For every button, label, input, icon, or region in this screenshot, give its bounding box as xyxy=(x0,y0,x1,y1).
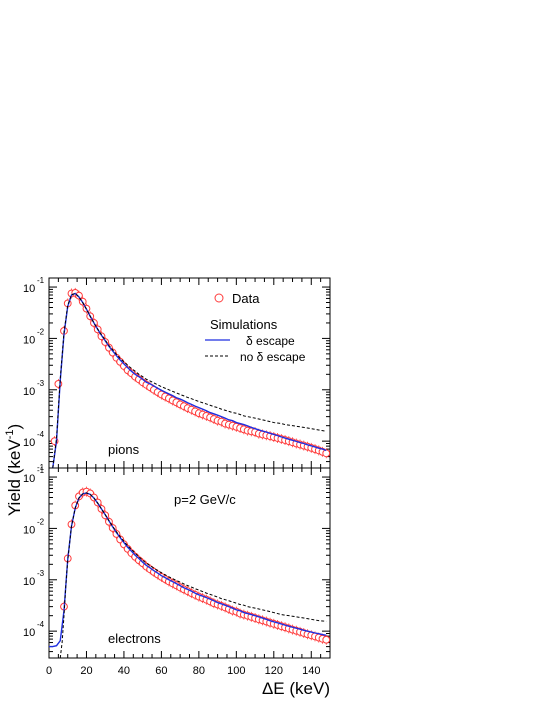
pions-label: pions xyxy=(108,442,140,457)
y-tick-label-exp: -4 xyxy=(37,430,45,439)
legend-no-delta-escape-label: no δ escape xyxy=(240,350,306,364)
pions-data-point xyxy=(322,449,330,458)
legend-data-marker xyxy=(214,293,224,303)
y-tick-label-base: 10 xyxy=(23,437,35,449)
y-axis-title-base: Yield (keV xyxy=(5,439,24,517)
y-tick-label-exp: -2 xyxy=(37,517,45,526)
y-tick-label-exp: -1 xyxy=(37,463,45,472)
pions-data-point xyxy=(75,291,83,300)
y-tick-label-exp: -2 xyxy=(37,327,45,336)
x-axis-title: ΔE (keV) xyxy=(262,679,330,698)
y-tick-label-exp: -1 xyxy=(37,466,45,475)
y-tick-label-base: 10 xyxy=(23,334,35,346)
pions-series-group xyxy=(50,287,330,468)
y-tick-label-exp: -3 xyxy=(37,569,45,578)
legend-data-label: Data xyxy=(232,291,260,306)
y-tick-label-base: 10 xyxy=(23,524,35,536)
x-tick-label: 40 xyxy=(118,665,130,677)
legend-delta-escape-label: δ escape xyxy=(246,334,295,348)
series-layer xyxy=(49,287,330,658)
y-tick-label-exp: -3 xyxy=(37,379,45,388)
y-tick-label-exp: -1 xyxy=(37,276,45,285)
x-tick-label: 20 xyxy=(80,665,92,677)
x-tick-label: 60 xyxy=(155,665,167,677)
legend-sim-heading: Simulations xyxy=(210,317,278,332)
electrons-data-point xyxy=(322,635,330,644)
x-tick-label: 140 xyxy=(302,665,320,677)
momentum-label: p=2 GeV/c xyxy=(174,492,236,507)
pions-no-delta-escape-line xyxy=(52,292,327,468)
y-tick-label-base: 10 xyxy=(23,473,35,485)
x-tick-label: 120 xyxy=(265,665,283,677)
y-axis-title-exp: -1 xyxy=(4,430,16,440)
y-tick-label-base: 10 xyxy=(23,283,35,295)
y-tick-label-base: 10 xyxy=(23,386,35,398)
y-axis-title: Yield (keV-1) xyxy=(4,424,24,516)
electrons-no-delta-escape-line xyxy=(59,492,327,658)
x-tick-label: 0 xyxy=(46,665,52,677)
legend: Data Simulations δ escape no δ escape xyxy=(205,291,306,364)
y-tick-label-base: 10 xyxy=(23,576,35,588)
y-axis-title-close: ) xyxy=(5,424,24,430)
electrons-label: electrons xyxy=(108,631,161,646)
x-tick-label: 100 xyxy=(227,665,245,677)
electrons-series-group xyxy=(49,486,330,658)
axis-ticks: 0 20 40 60 80 100 120 14010-110-210-310-410-110… xyxy=(23,276,331,677)
y-tick-label-base: 10 xyxy=(23,627,35,639)
x-tick-label: 80 xyxy=(193,665,205,677)
y-tick-label-exp: -4 xyxy=(37,620,45,629)
